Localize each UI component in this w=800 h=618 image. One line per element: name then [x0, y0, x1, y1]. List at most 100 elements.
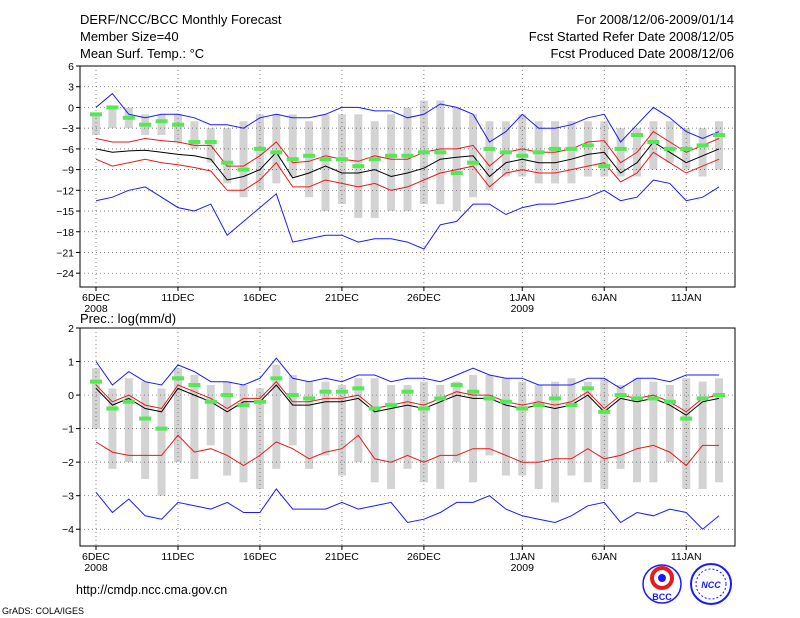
x-tick-label: 6JAN [591, 551, 617, 563]
reference-marker [90, 112, 102, 117]
reference-marker [221, 160, 234, 165]
lower-spread-line [95, 434, 719, 467]
y-tick-label: −4 [62, 524, 74, 536]
x-tick-label: 26DEC [407, 292, 441, 304]
reference-marker [499, 399, 512, 404]
spread-box [190, 374, 199, 479]
y-tick-label: −6 [62, 144, 74, 156]
spread-box [583, 381, 592, 483]
plot-frame [79, 65, 736, 288]
spread-box [583, 121, 592, 177]
spread-box [288, 114, 297, 177]
spread-box [370, 378, 379, 483]
reference-marker [483, 146, 496, 151]
reference-marker [204, 139, 217, 144]
spread-box [173, 114, 182, 142]
x-tick-label: 11JAN [671, 551, 702, 563]
x-tick-label: 11JAN [671, 292, 702, 304]
y-tick-label: 3 [68, 82, 74, 94]
reference-marker [614, 393, 627, 398]
max-line [95, 92, 720, 143]
y-tick-label: 0 [68, 390, 74, 402]
spread-box [354, 378, 363, 463]
footer-url: http://cmdp.ncc.cma.gov.cn [76, 583, 227, 597]
reference-marker [368, 157, 381, 162]
x-tick-year-label: 2008 [84, 562, 108, 574]
y-tick-label: −9 [62, 165, 74, 177]
y-tick-label: −3 [62, 123, 74, 135]
spread-box [173, 368, 182, 463]
x-tick-label: 1JAN [509, 551, 535, 563]
spread-box [190, 121, 199, 149]
reference-marker [90, 379, 102, 384]
reference-marker [647, 139, 660, 144]
spread-box [452, 107, 461, 212]
reference-marker [696, 396, 709, 401]
spread-box [649, 381, 658, 483]
spread-box [698, 381, 707, 489]
reference-marker [171, 122, 184, 127]
spread-box [337, 385, 346, 476]
reference-marker [122, 399, 135, 404]
x-tick-label: 6DEC [82, 292, 110, 304]
spread-box [387, 114, 396, 212]
reference-marker [450, 171, 463, 176]
spread-box [239, 121, 248, 198]
reference-marker [122, 115, 135, 120]
plot-frame [79, 327, 736, 547]
spread-box [567, 378, 576, 476]
reference-marker [631, 133, 644, 138]
spread-box [321, 114, 330, 212]
spread-box [272, 364, 281, 469]
ncc-logo: NCC [690, 563, 732, 605]
y-tick-label: −15 [56, 206, 74, 218]
spread-box [501, 378, 510, 476]
reference-marker [155, 119, 168, 124]
reference-marker [155, 426, 168, 431]
spread-box [419, 381, 428, 483]
ensemble-mean-line [95, 384, 720, 416]
reference-marker [319, 157, 332, 162]
reference-marker [417, 406, 430, 411]
reference-marker [598, 164, 611, 169]
y-tick-label: 2 [68, 323, 74, 335]
ncc-logo-text: NCC [701, 580, 721, 590]
reference-marker [303, 153, 316, 158]
min-line [95, 488, 720, 530]
reference-marker [467, 160, 480, 165]
y-tick-label: −3 [62, 491, 74, 503]
reference-marker [352, 386, 365, 391]
spread-box [141, 381, 150, 479]
spread-box [206, 385, 215, 446]
reference-marker [270, 376, 283, 381]
reference-marker [647, 396, 660, 401]
reference-marker [335, 389, 348, 394]
y-tick-label: −12 [56, 185, 74, 197]
x-tick-label: 6JAN [591, 292, 617, 304]
reference-marker [253, 399, 266, 404]
reference-marker [549, 396, 562, 401]
header-title: DERF/NCC/BCC Monthly Forecast [80, 12, 282, 27]
spread-box [403, 385, 412, 469]
reference-marker [450, 383, 463, 388]
header-started: Fcst Started Refer Date 2008/12/05 [529, 29, 734, 44]
footer-grads: GrADS: COLA/IGES [2, 606, 84, 616]
x-tick-year-label: 2009 [511, 562, 535, 574]
reference-marker [401, 153, 414, 158]
reference-marker [253, 146, 266, 151]
upper-spread-line [95, 130, 720, 167]
spread-box [649, 121, 658, 170]
y-tick-label: −18 [56, 227, 74, 239]
spread-box [715, 121, 723, 170]
y-tick-label: −21 [56, 247, 74, 259]
reference-marker [188, 139, 201, 144]
lower-spread-line [95, 151, 720, 191]
reference-marker [434, 150, 447, 155]
spread-box [124, 378, 133, 463]
x-tick-label: 11DEC [161, 292, 194, 304]
reference-marker [663, 146, 676, 151]
spread-box [567, 121, 576, 184]
spread-box [485, 121, 494, 191]
